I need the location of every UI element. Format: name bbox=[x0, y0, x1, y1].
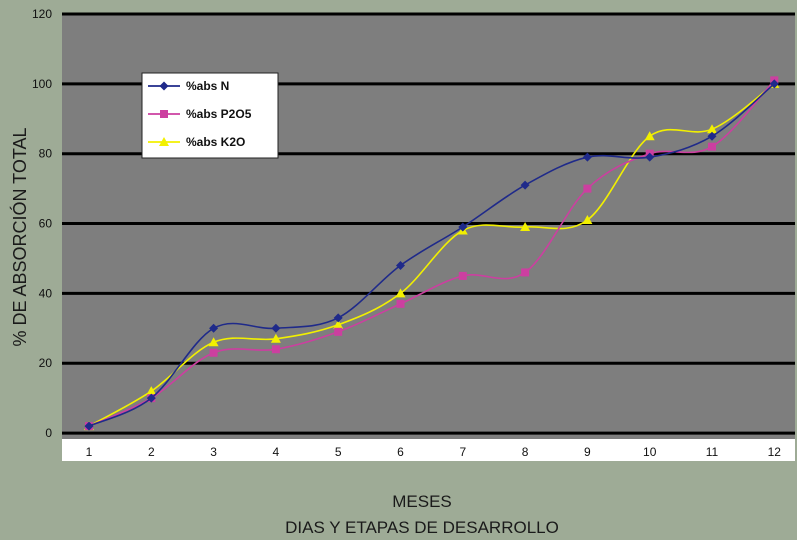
y-axis-title: % DE ABSORCIÓN TOTAL bbox=[9, 127, 30, 346]
data-point bbox=[707, 131, 717, 141]
series-layer bbox=[84, 76, 780, 431]
data-point bbox=[270, 333, 281, 343]
x-tick-label: 2 bbox=[148, 445, 155, 459]
series-0 bbox=[84, 79, 779, 431]
legend-swatch-marker bbox=[160, 110, 168, 118]
x-tick-label: 11 bbox=[706, 445, 719, 459]
data-point bbox=[582, 215, 593, 225]
x-tick-label: 9 bbox=[584, 445, 591, 459]
x-tick-labels: 1 2 3 4 5 6 7 8 9 10 11 12 bbox=[62, 439, 795, 461]
x-tick-label: 4 bbox=[273, 445, 280, 459]
legend-label: %abs K2O bbox=[186, 135, 245, 149]
x-tick-label: 6 bbox=[397, 445, 404, 459]
data-point bbox=[84, 421, 94, 431]
y-tick-labels: 0 20 40 60 80 100 120 bbox=[32, 7, 52, 440]
data-point bbox=[582, 152, 592, 162]
data-point bbox=[521, 268, 530, 277]
x-tick-label: 12 bbox=[768, 445, 782, 459]
x-tick-label: 8 bbox=[522, 445, 529, 459]
y-tick-label: 100 bbox=[32, 77, 52, 91]
y-tick-label: 120 bbox=[32, 7, 52, 21]
data-point bbox=[333, 313, 343, 323]
data-point bbox=[396, 260, 405, 270]
legend-swatch-marker bbox=[159, 137, 169, 146]
x-axis-title-line2: DIAS Y ETAPAS DE DESARROLLO bbox=[285, 518, 559, 537]
y-tick-label: 40 bbox=[39, 286, 53, 300]
data-point bbox=[146, 393, 156, 403]
data-point bbox=[271, 323, 281, 333]
data-point bbox=[645, 152, 655, 162]
x-tick-label: 7 bbox=[459, 445, 466, 459]
x-tick-label: 3 bbox=[210, 445, 217, 459]
x-tick-label: 5 bbox=[335, 445, 342, 459]
x-tick-label: 10 bbox=[643, 445, 657, 459]
data-point bbox=[208, 337, 219, 347]
data-point bbox=[708, 142, 716, 151]
data-point bbox=[707, 124, 717, 134]
x-tick-label: 1 bbox=[86, 445, 93, 459]
legend-swatch-marker bbox=[159, 81, 169, 91]
data-point bbox=[583, 184, 592, 193]
legend-label: %abs P2O5 bbox=[186, 107, 252, 121]
data-point bbox=[396, 299, 405, 308]
data-point bbox=[146, 386, 157, 396]
data-point bbox=[520, 222, 531, 232]
y-tick-label: 0 bbox=[45, 426, 52, 440]
y-tick-label: 60 bbox=[39, 217, 53, 231]
x-axis-title-line1: MESES bbox=[392, 492, 452, 511]
legend-items: %abs N %abs P2O5 %abs K2O bbox=[148, 79, 252, 149]
data-point bbox=[395, 288, 406, 298]
data-point bbox=[334, 327, 343, 336]
data-point bbox=[458, 271, 467, 280]
data-point bbox=[458, 222, 468, 232]
data-point bbox=[209, 323, 219, 333]
x-axis-band bbox=[62, 439, 795, 461]
legend-label: %abs N bbox=[186, 79, 229, 93]
data-point bbox=[769, 79, 779, 89]
y-tick-label: 20 bbox=[39, 356, 53, 370]
data-point bbox=[333, 319, 344, 329]
data-point bbox=[271, 345, 280, 354]
series-line bbox=[88, 83, 775, 427]
legend: %abs N %abs P2O5 %abs K2O bbox=[141, 72, 279, 159]
data-point bbox=[520, 180, 530, 190]
data-point bbox=[209, 348, 218, 357]
data-point bbox=[644, 131, 655, 141]
y-tick-label: 80 bbox=[39, 147, 53, 161]
